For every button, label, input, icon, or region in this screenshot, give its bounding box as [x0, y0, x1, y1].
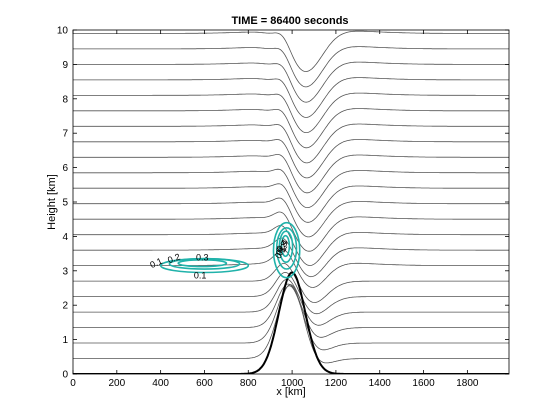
contour-labels: 0.10.1 0.2 0.3 0.10.20.30.4	[148, 237, 289, 280]
isentrope-line	[73, 168, 509, 208]
isentrope-line	[73, 30, 509, 72]
isentrope-line	[73, 237, 509, 278]
isentrope-line	[73, 285, 509, 351]
plot-area	[73, 30, 509, 374]
y-tick-label: 6	[62, 163, 68, 174]
x-tick-label: 200	[108, 378, 125, 389]
x-tick-label: 1400	[369, 378, 392, 389]
contour-label: 0.1	[194, 271, 207, 281]
isentrope-line	[73, 225, 509, 266]
tracer-contour-mountain	[272, 221, 301, 279]
axes-box	[72, 29, 510, 375]
isentrope-line	[73, 271, 509, 315]
terrain-profile	[73, 271, 509, 374]
y-tick-label: 4	[62, 232, 68, 243]
isentrope-line	[73, 278, 509, 326]
isentrope-line	[73, 139, 509, 179]
isentrope-line	[73, 284, 509, 364]
tracer-contour-left	[168, 257, 241, 270]
isentrope-line	[73, 211, 509, 252]
y-tick-label: 7	[62, 129, 68, 140]
tracer-contour-mountain	[280, 234, 291, 258]
isentrope-line	[73, 183, 509, 223]
y-axis-ticks: 0 1 2 3 4 5 6 7 8 9 10	[57, 26, 509, 381]
tracer-contours	[159, 221, 301, 279]
y-tick-label: 9	[62, 60, 68, 71]
x-tick-label: 1600	[412, 378, 435, 389]
y-tick-label: 1	[62, 335, 68, 346]
y-tick-label: 5	[62, 198, 68, 209]
isentrope-line	[73, 197, 509, 238]
tracer-contour-mountain	[275, 226, 298, 270]
x-tick-label: 1200	[325, 378, 348, 389]
chart-title: TIME = 86400 seconds	[231, 15, 348, 27]
tracer-contour-left	[177, 259, 228, 268]
tracer-contour-mountain	[278, 230, 294, 263]
y-tick-label: 3	[62, 266, 68, 277]
x-tick-label: 600	[196, 378, 213, 389]
y-tick-label: 8	[62, 94, 68, 105]
x-axis-label: x [km]	[276, 386, 305, 398]
x-tick-label: 1000	[281, 378, 304, 389]
contour-label: 0.3	[196, 253, 209, 263]
isentrope-line	[73, 92, 509, 133]
x-tick-label: 400	[152, 378, 169, 389]
x-tick-label: 800	[240, 378, 257, 389]
contour-label: 0.1	[148, 256, 164, 270]
contour-label: 0.2	[166, 252, 181, 266]
isentrope-lines	[73, 30, 509, 364]
isentrope-line	[73, 154, 509, 194]
isentrope-line	[73, 77, 509, 118]
isentrope-line	[73, 283, 509, 338]
isentrope-line	[73, 108, 509, 149]
isentrope-line	[73, 46, 509, 88]
x-axis-ticks: 0 200 400 600 800 1000 1200 1400 1600 1800	[70, 30, 479, 389]
y-tick-label: 10	[57, 26, 69, 37]
isentrope-line	[73, 263, 509, 303]
y-tick-label: 2	[62, 301, 68, 312]
y-tick-label: 0	[62, 370, 68, 381]
isentrope-line	[73, 61, 509, 103]
y-axis-label: Height [km]	[46, 174, 58, 230]
x-tick-label: 1800	[456, 378, 479, 389]
isentrope-line	[73, 123, 509, 164]
x-tick-label: 0	[70, 378, 76, 389]
